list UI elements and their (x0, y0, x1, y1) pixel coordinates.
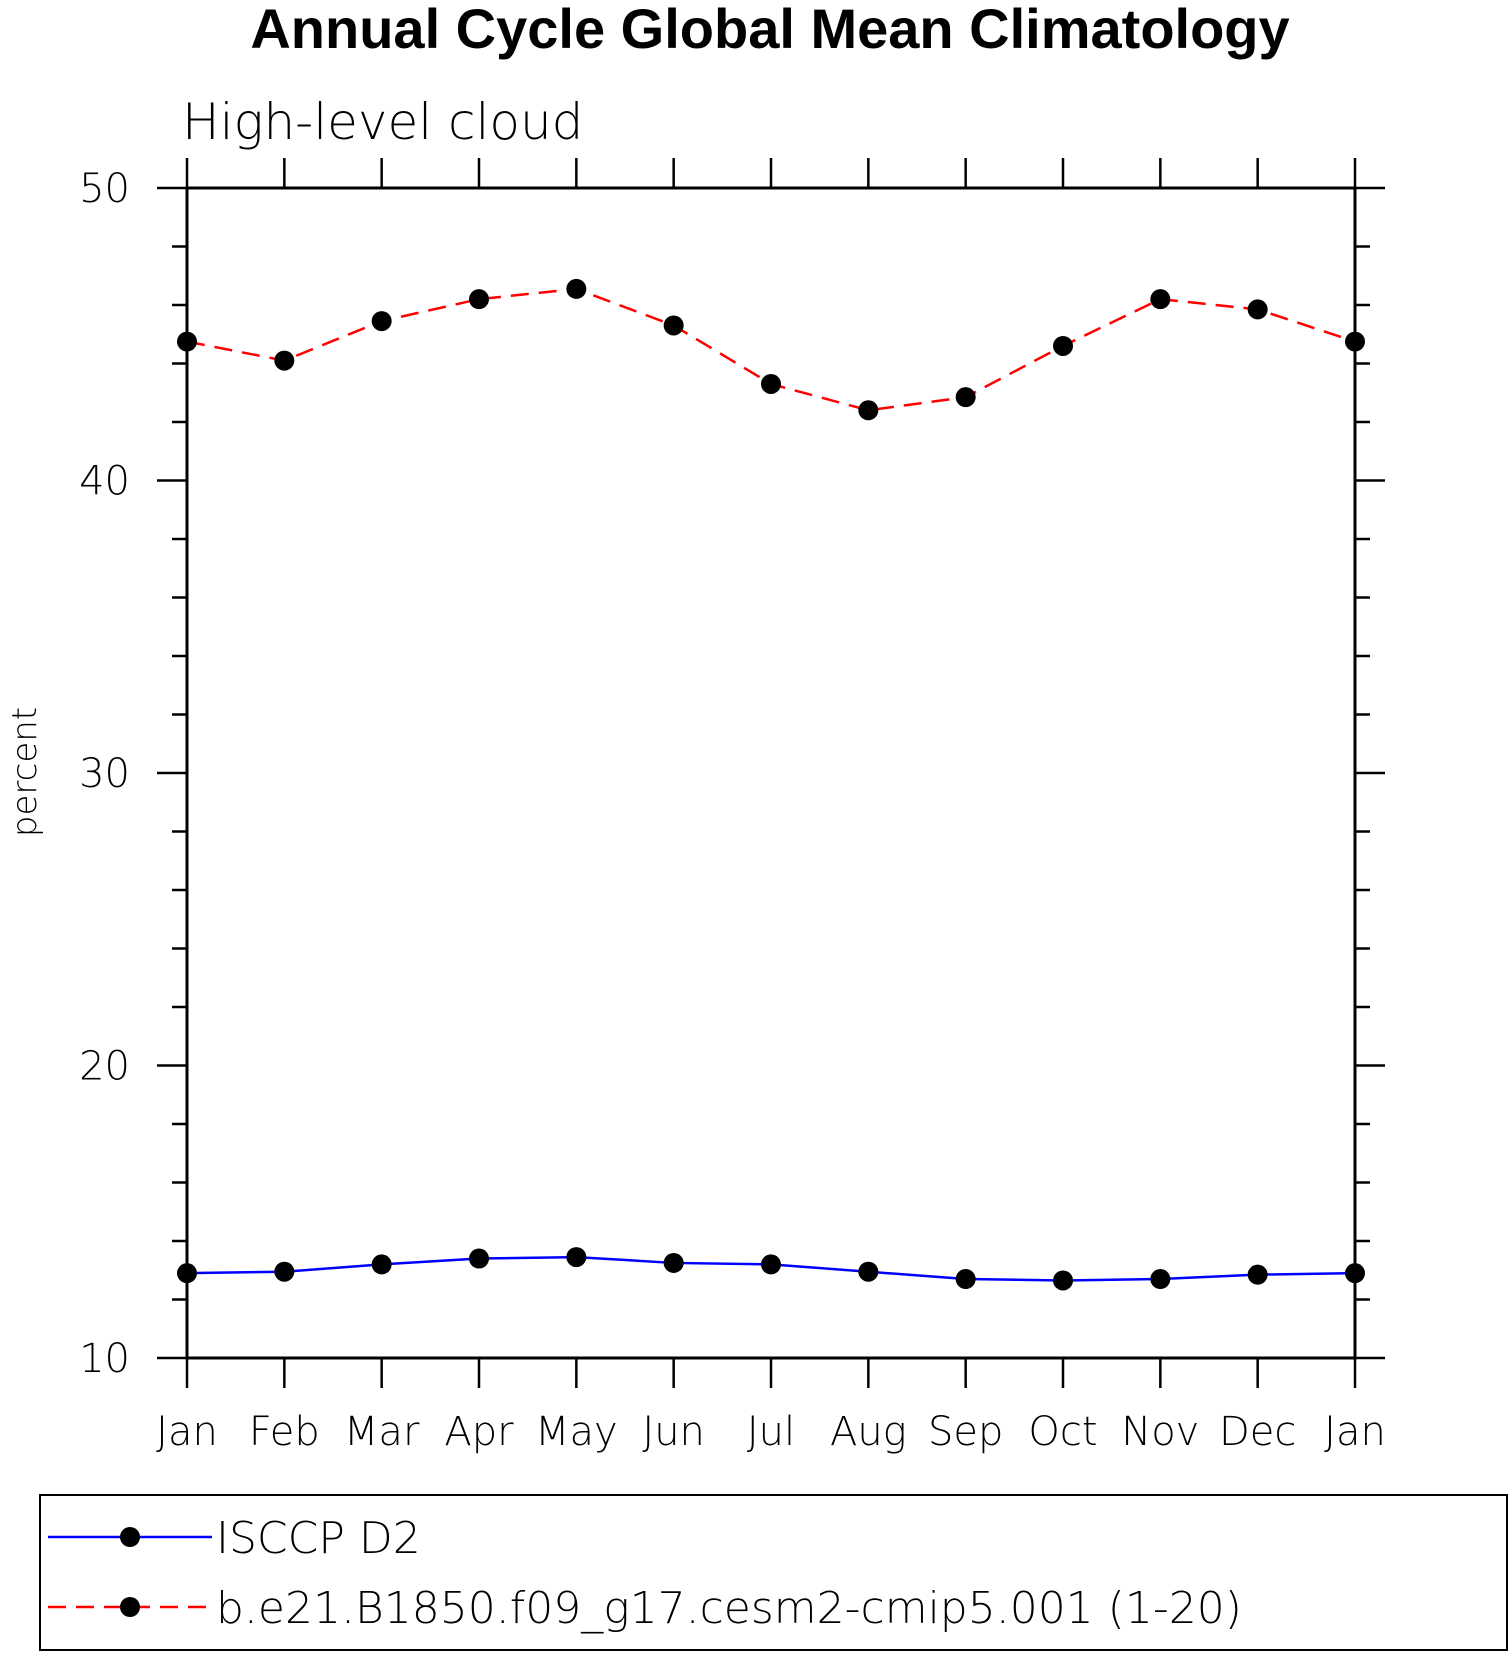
y-tick-label: 10 (79, 1336, 130, 1382)
x-tick-label: Apr (444, 1409, 514, 1455)
legend: ISCCP D2 b.e21.B1850.f09_g17.cesm2-cmip5… (39, 1494, 1508, 1651)
y-tick-label: 20 (79, 1044, 130, 1090)
data-point (1247, 299, 1268, 320)
y-axis-ticks: 10 20 30 40 50 (79, 166, 1385, 1382)
plot-frame (185, 186, 1357, 1360)
data-point (177, 1263, 197, 1284)
data-point (1053, 1270, 1073, 1291)
data-point (761, 1254, 781, 1275)
x-tick-label: Mar (344, 1409, 420, 1455)
data-point (1345, 1263, 1365, 1284)
x-tick-label: Jun (642, 1409, 705, 1455)
x-tick-label: Aug (830, 1409, 907, 1455)
data-point (371, 1254, 392, 1275)
data-point (1150, 289, 1171, 310)
x-tick-label: Nov (1121, 1409, 1199, 1455)
legend-marker-isccp (120, 1527, 140, 1547)
chart-title: Annual Cycle Global Mean Climatology (250, 0, 1289, 60)
data-point (663, 315, 684, 336)
x-axis-ticks: Jan Feb Mar Apr May Jun Jul Aug Sep Oct Nov Dec Jan (156, 158, 1386, 1455)
data-point (1053, 335, 1073, 356)
x-tick-label: May (535, 1409, 618, 1455)
y-axis-label: percent (5, 707, 45, 837)
data-point (1150, 1269, 1171, 1290)
data-point (858, 1261, 879, 1282)
series-layer (177, 278, 1365, 1291)
x-tick-label: Sep (928, 1409, 1003, 1455)
data-point (469, 289, 489, 310)
data-point (177, 331, 197, 352)
data-point (274, 350, 295, 371)
y-tick-label: 50 (79, 166, 130, 212)
y-tick-label: 30 (79, 751, 130, 797)
x-tick-label: Dec (1219, 1409, 1296, 1455)
x-tick-label: Jan (1324, 1409, 1386, 1455)
data-point (858, 400, 879, 421)
x-tick-label: Feb (249, 1409, 320, 1455)
data-point (566, 278, 587, 299)
data-point (1345, 331, 1365, 352)
data-point (955, 387, 976, 408)
legend-marker-cesm2 (120, 1597, 140, 1617)
data-point (1247, 1264, 1268, 1285)
data-point (761, 373, 781, 394)
x-tick-label: Oct (1028, 1409, 1097, 1455)
legend-label-cesm2: b.e21.B1850.f09_g17.cesm2-cmip5.001 (1-2… (216, 1583, 1242, 1634)
legend-box (39, 1494, 1508, 1651)
legend-label-isccp: ISCCP D2 (216, 1513, 421, 1564)
data-point (955, 1269, 976, 1290)
y-tick-label: 40 (79, 459, 130, 505)
x-tick-label: Jul (747, 1409, 795, 1455)
data-point (663, 1252, 684, 1273)
data-point (566, 1247, 587, 1268)
data-point (371, 311, 392, 332)
data-point (469, 1248, 489, 1269)
chart-subtitle: High-level cloud (182, 93, 583, 151)
x-tick-label: Jan (156, 1409, 218, 1455)
data-point (274, 1261, 295, 1282)
